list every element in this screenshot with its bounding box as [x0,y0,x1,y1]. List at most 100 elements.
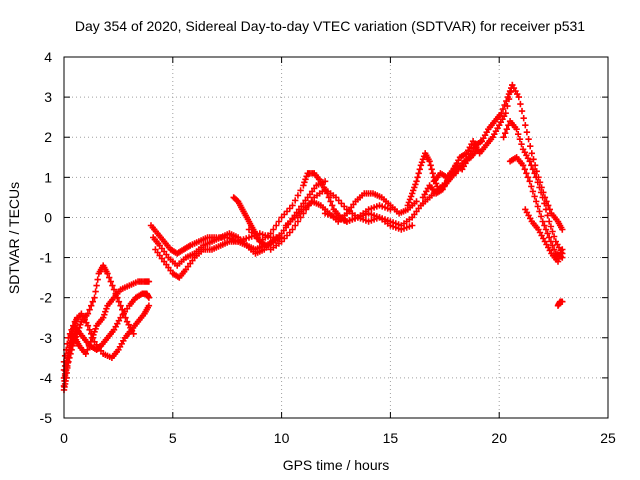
data-point [559,226,566,233]
data-point [499,105,507,113]
data-point [428,166,435,173]
data-point [545,202,552,209]
x-tick-label: 10 [274,430,290,446]
data-point [92,288,99,295]
data-point [130,330,137,337]
data-point [549,242,556,249]
data-point [533,198,540,205]
data-point [502,130,509,137]
data-point [523,129,531,136]
data-point [302,176,309,183]
data-point [404,202,411,209]
data-point [515,93,522,101]
data-point [502,110,509,117]
x-tick-label: 0 [60,430,68,446]
data-point [275,218,283,225]
x-tick-label: 5 [169,430,177,446]
data-point [329,202,336,209]
data-point [273,222,280,229]
data-point [413,178,420,185]
data-point [300,182,307,189]
data-point [554,258,562,265]
data-point [559,298,566,305]
data-point [270,226,277,233]
data-point [112,290,119,297]
data-point [550,233,558,240]
data-point [526,158,533,165]
data-point [94,276,101,283]
x-axis-label: GPS time / hours [283,457,390,473]
data-point [412,181,419,188]
x-tick-label: 20 [491,430,507,446]
data-point [86,326,93,333]
data-point [61,352,69,359]
data-point [72,333,80,340]
data-point [536,184,543,191]
data-point [507,88,514,96]
data-point [103,305,110,312]
data-point [145,278,153,285]
data-point [93,282,100,289]
data-point [544,212,551,219]
data-point [529,166,537,173]
y-tick-label: 2 [44,129,52,145]
data-point [120,310,127,317]
series-arc-12 [282,190,420,229]
data-point [542,206,550,213]
y-tick-label: -3 [40,330,53,346]
data-point [84,322,92,329]
data-point [406,196,414,203]
data-point [91,294,98,301]
series-arc-19 [522,206,566,265]
data-point [550,246,558,253]
data-point [517,100,524,108]
data-point [414,174,421,181]
data-point [536,208,543,215]
data-point [73,330,81,337]
series-arc-18 [506,154,566,261]
data-point [413,198,420,205]
data-point [555,255,563,262]
data-point [145,302,153,309]
data-point [289,226,296,233]
data-point [267,230,274,237]
data-point [504,102,511,110]
data-point [114,294,121,301]
data-point [528,183,535,190]
data-point [84,346,91,353]
data-point [106,274,113,281]
data-point [418,159,426,166]
data-point [89,298,96,305]
plot-frame [63,56,609,419]
data-point [542,226,550,233]
data-point [531,193,538,200]
data-point [409,190,416,197]
data-point [91,328,98,335]
data-point [86,306,93,313]
data-point [533,174,540,181]
data-point [547,223,555,230]
data-point [426,158,433,165]
y-tick-label: -2 [40,290,53,306]
data-point [122,314,129,321]
data-point [539,218,546,225]
data-point [405,199,413,206]
data-point [515,131,522,138]
data-point [528,150,535,157]
data-point [541,200,548,207]
data-point [419,156,427,163]
data-point [534,179,541,186]
data-point [530,156,537,163]
data-point [429,170,436,177]
data-point [409,222,416,229]
data-point [297,214,304,221]
data-point [101,311,108,318]
data-point [549,228,556,235]
data-point [71,336,79,343]
data-point [556,252,564,259]
data-point [546,234,553,241]
data-point [539,194,546,201]
data-point [541,222,548,229]
data-point [525,136,532,143]
